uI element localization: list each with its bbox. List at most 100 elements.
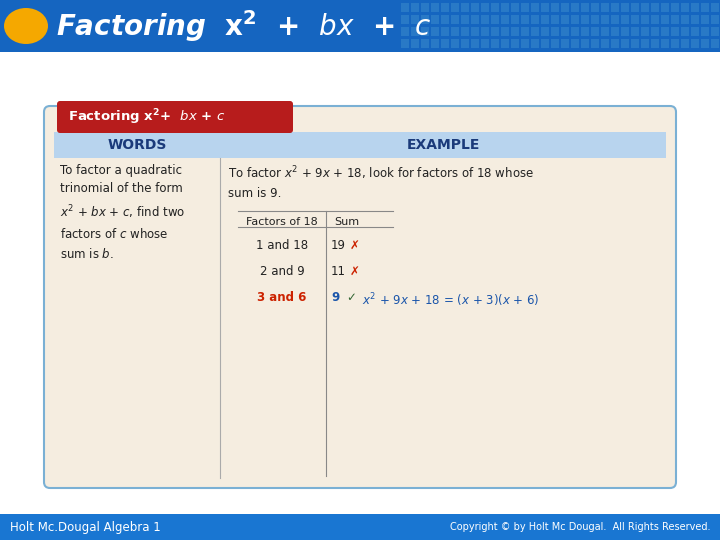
Bar bbox=[451, 15, 459, 24]
Bar bbox=[561, 3, 569, 12]
Bar bbox=[451, 27, 459, 36]
Bar bbox=[671, 39, 679, 48]
Bar bbox=[651, 39, 659, 48]
Bar bbox=[511, 15, 519, 24]
Bar bbox=[611, 27, 619, 36]
Bar bbox=[701, 39, 709, 48]
Bar bbox=[541, 27, 549, 36]
Bar bbox=[551, 15, 559, 24]
Bar bbox=[691, 15, 699, 24]
Bar bbox=[601, 3, 609, 12]
Bar bbox=[0, 52, 720, 514]
Text: To factor $x^2$ + 9$x$ + 18, look for factors of 18 whose
sum is 9.: To factor $x^2$ + 9$x$ + 18, look for fa… bbox=[228, 164, 534, 200]
Text: Factoring $\mathbf{x^2}$+  $\mathbf{\mathit{bx}}$ + $\mathbf{\mathit{c}}$: Factoring $\mathbf{x^2}$+ $\mathbf{\math… bbox=[68, 107, 225, 127]
Bar bbox=[641, 15, 649, 24]
Bar bbox=[591, 39, 599, 48]
Bar bbox=[571, 39, 579, 48]
Bar bbox=[541, 3, 549, 12]
Bar bbox=[411, 3, 419, 12]
Bar bbox=[451, 3, 459, 12]
Bar bbox=[641, 27, 649, 36]
Bar bbox=[481, 15, 489, 24]
Bar bbox=[711, 27, 719, 36]
Bar bbox=[561, 27, 569, 36]
Bar bbox=[561, 39, 569, 48]
Text: 1 and 18: 1 and 18 bbox=[256, 239, 308, 252]
Text: Sum: Sum bbox=[334, 217, 359, 227]
Bar bbox=[691, 3, 699, 12]
Bar bbox=[631, 39, 639, 48]
Bar bbox=[411, 15, 419, 24]
Bar bbox=[611, 39, 619, 48]
Text: Factoring  $\mathbf{x^2}$  +  $\mathbf{\mathit{bx}}$  +  $\mathbf{\mathit{c}}$: Factoring $\mathbf{x^2}$ + $\mathbf{\mat… bbox=[56, 8, 432, 44]
Bar bbox=[501, 27, 509, 36]
Bar bbox=[0, 0, 720, 52]
Bar bbox=[581, 15, 589, 24]
Bar bbox=[651, 15, 659, 24]
Text: 3 and 6: 3 and 6 bbox=[257, 291, 307, 304]
Bar bbox=[701, 27, 709, 36]
Bar bbox=[621, 39, 629, 48]
Bar bbox=[471, 3, 479, 12]
Bar bbox=[461, 3, 469, 12]
Bar bbox=[681, 27, 689, 36]
Bar bbox=[531, 27, 539, 36]
Bar bbox=[491, 15, 499, 24]
Bar bbox=[421, 27, 429, 36]
Bar bbox=[431, 39, 439, 48]
Bar bbox=[511, 27, 519, 36]
Bar bbox=[591, 3, 599, 12]
Bar bbox=[481, 39, 489, 48]
Bar bbox=[401, 3, 409, 12]
Text: To factor a quadratic
trinomial of the form
$x^2$ + $\mathit{bx}$ + $\mathit{c}$: To factor a quadratic trinomial of the f… bbox=[60, 164, 185, 261]
FancyBboxPatch shape bbox=[44, 106, 676, 488]
Bar bbox=[711, 15, 719, 24]
Bar bbox=[621, 15, 629, 24]
Bar bbox=[701, 3, 709, 12]
Bar bbox=[641, 39, 649, 48]
Bar bbox=[541, 15, 549, 24]
Text: 11: 11 bbox=[331, 265, 346, 278]
Bar bbox=[401, 39, 409, 48]
Bar bbox=[461, 39, 469, 48]
Bar bbox=[521, 39, 529, 48]
Text: Factors of 18: Factors of 18 bbox=[246, 217, 318, 227]
Bar bbox=[711, 3, 719, 12]
Bar bbox=[491, 27, 499, 36]
Bar bbox=[401, 15, 409, 24]
Bar bbox=[431, 27, 439, 36]
Bar bbox=[631, 15, 639, 24]
Bar bbox=[581, 39, 589, 48]
Bar bbox=[431, 3, 439, 12]
Bar bbox=[481, 27, 489, 36]
Bar bbox=[651, 3, 659, 12]
Bar bbox=[471, 15, 479, 24]
Bar bbox=[441, 39, 449, 48]
Text: $x^2$ + 9$x$ + 18 = ($x$ + 3)($x$ + 6): $x^2$ + 9$x$ + 18 = ($x$ + 3)($x$ + 6) bbox=[362, 291, 539, 308]
Text: ✗: ✗ bbox=[350, 239, 360, 252]
Bar bbox=[501, 15, 509, 24]
FancyBboxPatch shape bbox=[57, 101, 293, 133]
Bar bbox=[491, 39, 499, 48]
Bar bbox=[631, 27, 639, 36]
Text: 2 and 9: 2 and 9 bbox=[260, 265, 305, 278]
Bar bbox=[411, 27, 419, 36]
Bar bbox=[581, 27, 589, 36]
Bar bbox=[681, 3, 689, 12]
Bar bbox=[461, 15, 469, 24]
Bar bbox=[431, 15, 439, 24]
Bar bbox=[671, 3, 679, 12]
Text: ✓: ✓ bbox=[346, 291, 356, 304]
Bar bbox=[661, 27, 669, 36]
Bar bbox=[491, 3, 499, 12]
Bar bbox=[681, 15, 689, 24]
Text: Holt Mc.Dougal Algebra 1: Holt Mc.Dougal Algebra 1 bbox=[10, 521, 161, 534]
Bar bbox=[441, 15, 449, 24]
Bar bbox=[701, 15, 709, 24]
Bar bbox=[511, 3, 519, 12]
Bar bbox=[661, 39, 669, 48]
Bar bbox=[541, 39, 549, 48]
Bar bbox=[591, 15, 599, 24]
Bar bbox=[601, 39, 609, 48]
Bar bbox=[531, 3, 539, 12]
